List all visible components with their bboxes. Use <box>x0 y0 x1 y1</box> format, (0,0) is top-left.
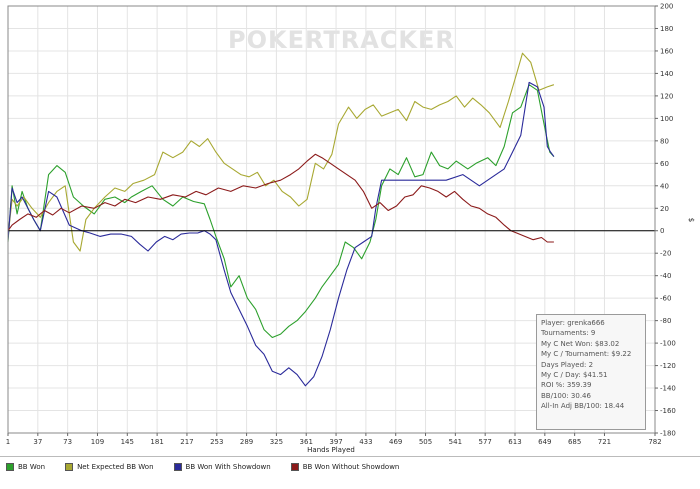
x-tick-label: 541 <box>449 438 462 446</box>
x-tick-label: 685 <box>568 438 581 446</box>
stats-player: Player: grenka666 <box>541 319 605 327</box>
series-line-bb-won-with-showdown <box>7 81 555 387</box>
x-tick-label: 721 <box>598 438 611 446</box>
x-tick-label: 181 <box>150 438 163 446</box>
x-tick-label: 577 <box>478 438 491 446</box>
legend-swatch-with-showdown <box>173 463 182 471</box>
stats-bb-per-100: BB/100: 30.46 <box>541 391 591 400</box>
x-tick-label: 325 <box>270 438 283 446</box>
y-tick-label: -40 <box>660 272 671 280</box>
x-tick-label: 253 <box>210 438 223 446</box>
legend-swatch-net-expected <box>65 463 74 471</box>
y-tick-label: -160 <box>660 407 676 415</box>
chart-legend: BB Won Net Expected BB Won BB Won With S… <box>0 456 700 489</box>
y-tick-label: -180 <box>660 430 676 438</box>
x-tick-label: 1 <box>6 438 10 446</box>
x-tick-label: 433 <box>359 438 372 446</box>
y-tick-label: 40 <box>660 182 669 190</box>
stats-per-tournament: My C / Tournament: $9.22 <box>541 350 632 359</box>
legend-item-with-showdown[interactable]: BB Won With Showdown <box>173 463 271 471</box>
y-tick-label: -100 <box>660 340 676 348</box>
y-tick-label: -80 <box>660 317 671 325</box>
x-tick-label: 469 <box>389 438 402 446</box>
legend-item-without-showdown[interactable]: BB Won Without Showdown <box>290 463 400 471</box>
y-tick-label: -120 <box>660 362 676 370</box>
stats-days-played: Days Played: 2 <box>541 360 594 369</box>
x-tick-label: 217 <box>180 438 193 446</box>
series-line-bb-won-without-showdown <box>7 153 554 243</box>
y-tick-label: 20 <box>660 205 669 213</box>
stats-per-day: My C / Day: $41.51 <box>541 371 608 380</box>
series-line-bb-won <box>7 84 555 339</box>
x-tick-label: 145 <box>121 438 134 446</box>
y-axis-title: $ <box>687 218 695 222</box>
x-tick-label: 289 <box>240 438 253 446</box>
y-tick-label: 0 <box>660 227 664 235</box>
y-tick-label: 120 <box>660 92 673 100</box>
y-tick-label: 200 <box>660 3 673 11</box>
legend-label: BB Won With Showdown <box>185 463 271 471</box>
player-stats-box: Player: grenka666 Tournaments: 9 My C Ne… <box>536 314 646 430</box>
y-tick-label: -140 <box>660 385 676 393</box>
legend-swatch-without-showdown <box>290 463 299 471</box>
stats-net-won: My C Net Won: $83.02 <box>541 339 620 348</box>
stats-tournaments: Tournaments: 9 <box>541 329 596 338</box>
y-tick-label: 60 <box>660 160 669 168</box>
x-axis-title: Hands Played <box>307 446 355 454</box>
y-tick-label: 180 <box>660 25 673 33</box>
legend-item-net-expected[interactable]: Net Expected BB Won <box>65 463 154 471</box>
x-tick-label: 73 <box>63 438 72 446</box>
x-tick-label: 397 <box>329 438 342 446</box>
x-tick-label: 361 <box>300 438 313 446</box>
x-tick-label: 649 <box>538 438 551 446</box>
series-layer <box>7 52 555 387</box>
x-tick-label: 37 <box>33 438 42 446</box>
stats-roi: ROI %: 359.39 <box>541 381 592 390</box>
x-tick-label: 782 <box>648 438 661 446</box>
legend-label: Net Expected BB Won <box>77 463 154 471</box>
y-tick-label: -60 <box>660 295 671 303</box>
x-axis-ticks: 1 37 73 109 145 181 217 253 289 325 361 397 433 469 50… <box>6 433 662 446</box>
y-tick-label: 160 <box>660 47 673 55</box>
plot-border <box>7 5 656 434</box>
y-axis-ticks: 200180160140120100806040200-20-40-60-80-… <box>655 3 676 438</box>
x-tick-label: 109 <box>91 438 104 446</box>
y-tick-label: -20 <box>660 250 671 258</box>
x-tick-label: 505 <box>419 438 432 446</box>
legend-label: BB Won <box>18 463 46 471</box>
legend-label: BB Won Without Showdown <box>302 463 400 471</box>
y-tick-label: 140 <box>660 70 673 78</box>
legend-item-bb-won[interactable]: BB Won <box>6 463 45 471</box>
stats-allin-adj-bb: All-In Adj BB/100: 18.44 <box>541 402 625 411</box>
pokertracker-watermark: POKERTRACKER <box>228 26 455 54</box>
series-line-net-expected-bb-won <box>7 52 555 252</box>
x-tick-label: 613 <box>508 438 521 446</box>
legend-swatch-bb-won <box>6 463 14 471</box>
y-tick-label: 80 <box>660 137 669 145</box>
y-tick-label: 100 <box>660 115 673 123</box>
